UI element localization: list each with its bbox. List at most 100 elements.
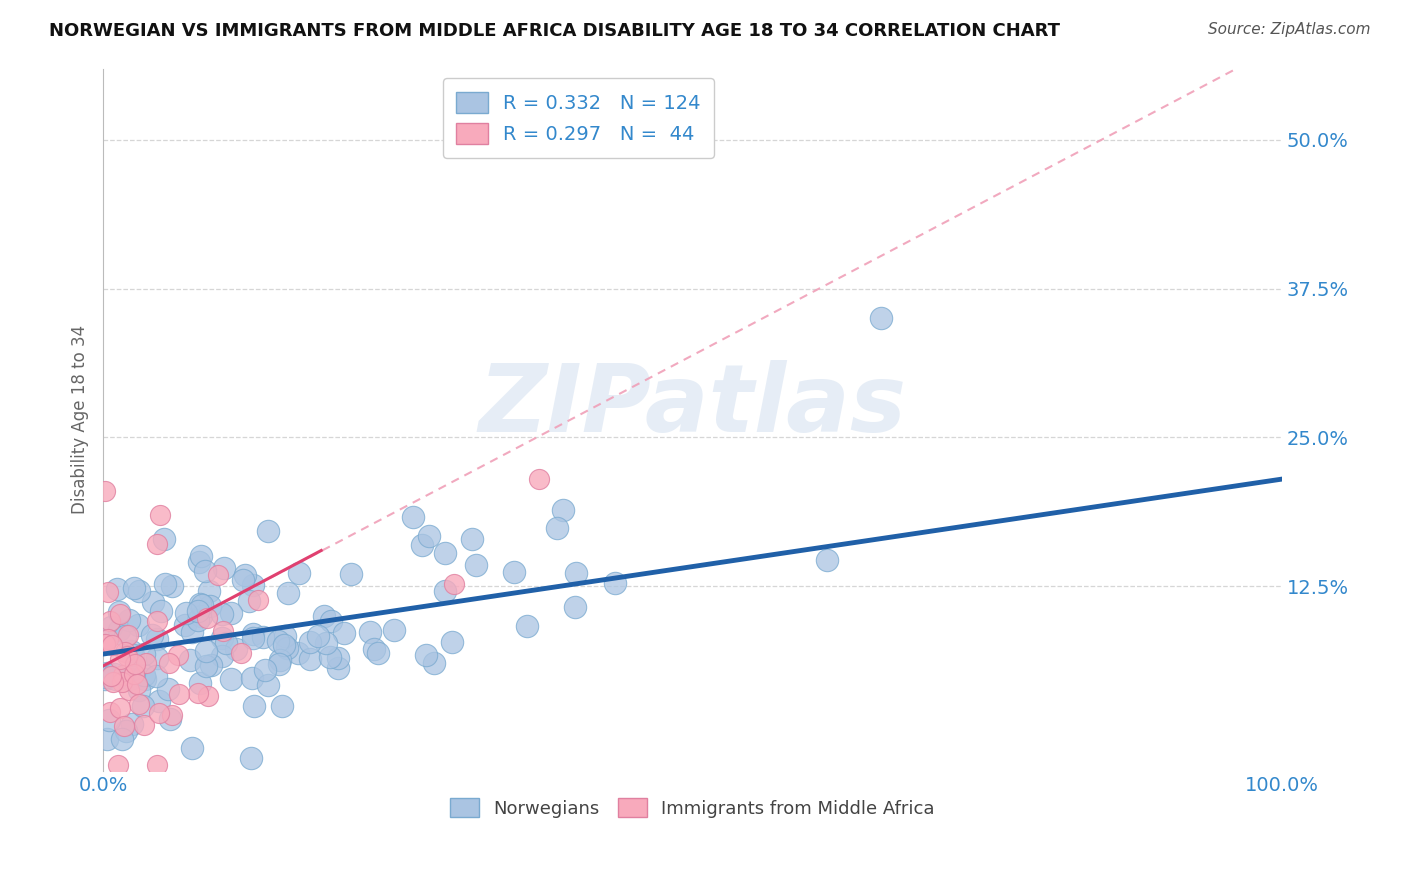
Point <box>134 647 156 661</box>
Point <box>257 678 280 692</box>
Point <box>239 751 262 765</box>
Point <box>94 672 117 686</box>
Point <box>238 593 260 607</box>
Point <box>121 717 143 731</box>
Point <box>211 649 233 664</box>
Point <box>146 614 169 628</box>
Point <box>339 566 361 581</box>
Point <box>124 669 146 683</box>
Point <box>111 675 134 690</box>
Point <box>128 683 150 698</box>
Point <box>243 699 266 714</box>
Point <box>256 524 278 538</box>
Point <box>188 676 211 690</box>
Point <box>299 652 322 666</box>
Point <box>105 582 128 596</box>
Point <box>564 599 586 614</box>
Point <box>319 650 342 665</box>
Point <box>98 705 121 719</box>
Point <box>98 714 121 728</box>
Point <box>134 672 156 686</box>
Point <box>160 708 183 723</box>
Point <box>94 483 117 498</box>
Point <box>141 628 163 642</box>
Point <box>461 532 484 546</box>
Point <box>146 632 169 646</box>
Point <box>94 670 117 684</box>
Point <box>167 687 190 701</box>
Point <box>194 564 217 578</box>
Point <box>418 529 440 543</box>
Point <box>516 619 538 633</box>
Point <box>97 585 120 599</box>
Point <box>96 666 118 681</box>
Point <box>148 706 170 720</box>
Point <box>276 640 298 655</box>
Point <box>112 719 135 733</box>
Point <box>132 698 155 713</box>
Text: Source: ZipAtlas.com: Source: ZipAtlas.com <box>1208 22 1371 37</box>
Point <box>815 552 838 566</box>
Point <box>111 732 134 747</box>
Point <box>115 648 138 663</box>
Point <box>174 618 197 632</box>
Point <box>299 635 322 649</box>
Point <box>240 671 263 685</box>
Text: NORWEGIAN VS IMMIGRANTS FROM MIDDLE AFRICA DISABILITY AGE 18 TO 34 CORRELATION C: NORWEGIAN VS IMMIGRANTS FROM MIDDLE AFRI… <box>49 22 1060 40</box>
Point <box>101 638 124 652</box>
Point <box>100 669 122 683</box>
Point <box>252 630 274 644</box>
Point <box>117 628 139 642</box>
Point <box>434 546 457 560</box>
Point <box>103 666 125 681</box>
Point <box>315 636 337 650</box>
Point <box>529 472 551 486</box>
Point <box>233 567 256 582</box>
Point <box>190 549 212 563</box>
Point <box>328 651 350 665</box>
Point <box>359 624 381 639</box>
Point <box>108 607 131 621</box>
Point <box>108 652 131 666</box>
Point <box>187 555 209 569</box>
Point <box>98 614 121 628</box>
Point <box>242 578 264 592</box>
Point <box>191 598 214 612</box>
Point <box>231 646 253 660</box>
Point <box>167 648 190 662</box>
Point <box>212 560 235 574</box>
Point <box>112 667 135 681</box>
Point <box>267 634 290 648</box>
Point <box>254 663 277 677</box>
Point <box>174 606 197 620</box>
Point <box>118 683 141 698</box>
Point <box>128 697 150 711</box>
Point <box>308 629 330 643</box>
Point <box>207 567 229 582</box>
Point <box>156 681 179 696</box>
Point <box>108 623 131 637</box>
Point <box>107 757 129 772</box>
Point <box>197 689 219 703</box>
Point <box>179 653 201 667</box>
Point <box>187 686 209 700</box>
Point <box>127 617 149 632</box>
Point <box>122 666 145 681</box>
Point <box>96 732 118 747</box>
Point <box>149 508 172 522</box>
Point <box>115 723 138 738</box>
Point <box>411 537 433 551</box>
Point <box>326 661 349 675</box>
Point <box>440 635 463 649</box>
Point <box>242 626 264 640</box>
Point <box>287 566 309 580</box>
Point <box>219 673 242 687</box>
Point <box>553 503 575 517</box>
Point <box>194 644 217 658</box>
Point <box>97 632 120 646</box>
Point <box>215 636 238 650</box>
Point <box>190 608 212 623</box>
Point <box>118 613 141 627</box>
Point <box>363 641 385 656</box>
Point <box>134 717 156 731</box>
